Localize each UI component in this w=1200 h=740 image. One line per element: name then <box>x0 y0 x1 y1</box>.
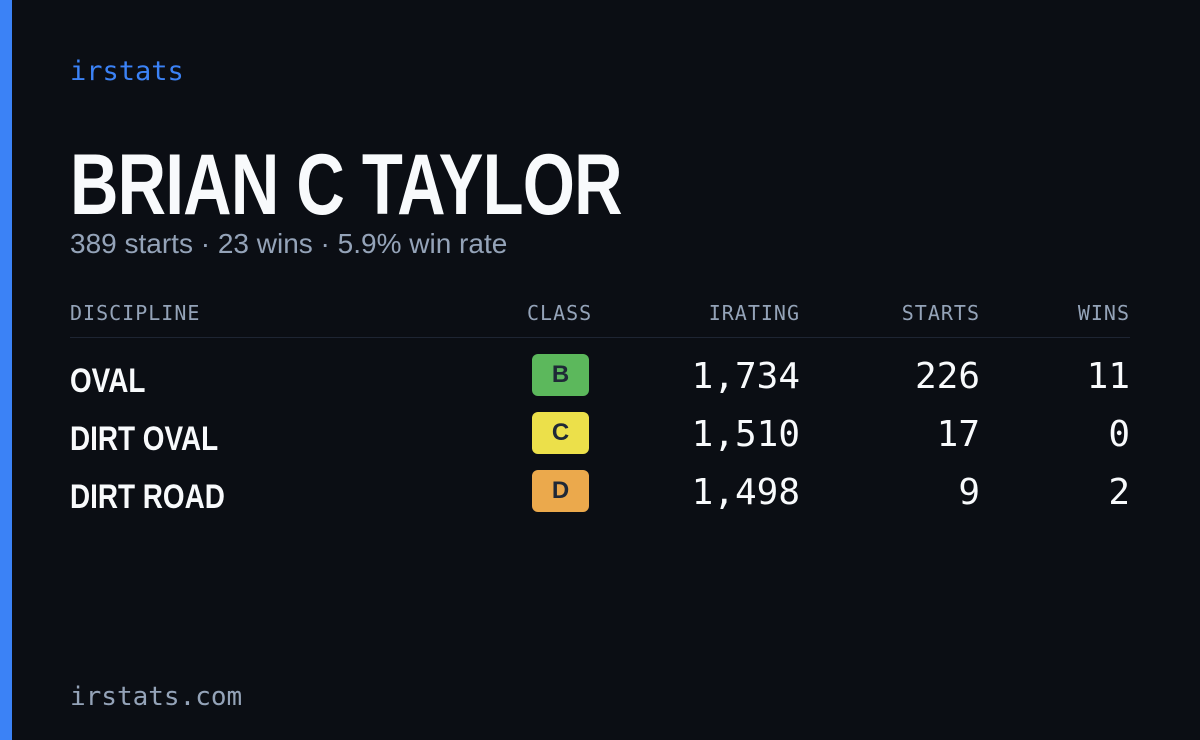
wins: 11 <box>1086 356 1130 397</box>
player-summary: 389 starts · 23 wins · 5.9% win rate <box>70 228 508 259</box>
accent-bar <box>0 0 12 740</box>
column-header: DISCIPLINE <box>70 301 201 325</box>
class-badge: C <box>532 412 589 454</box>
starts: 226 <box>914 356 980 397</box>
discipline: OVAL <box>70 362 146 400</box>
starts: 9 <box>958 472 980 513</box>
irating: 1,734 <box>691 356 800 397</box>
footer-url: irstats.com <box>70 682 243 712</box>
irating: 1,498 <box>691 472 800 513</box>
class-badge: D <box>532 470 589 512</box>
header-rule <box>70 337 1130 338</box>
column-header: STARTS <box>901 301 980 325</box>
discipline: DIRT OVAL <box>70 420 219 458</box>
discipline: DIRT ROAD <box>70 478 225 516</box>
wins: 0 <box>1108 414 1130 455</box>
column-header: WINS <box>1077 301 1130 325</box>
starts: 17 <box>936 414 980 455</box>
irating: 1,510 <box>691 414 800 455</box>
column-header: CLASS <box>527 301 593 325</box>
player-name: BRIAN C TAYLOR <box>70 137 623 233</box>
column-header: IRATING <box>708 301 800 325</box>
brand: irstats <box>70 56 184 87</box>
class-badge: B <box>532 354 589 396</box>
wins: 2 <box>1108 472 1130 513</box>
